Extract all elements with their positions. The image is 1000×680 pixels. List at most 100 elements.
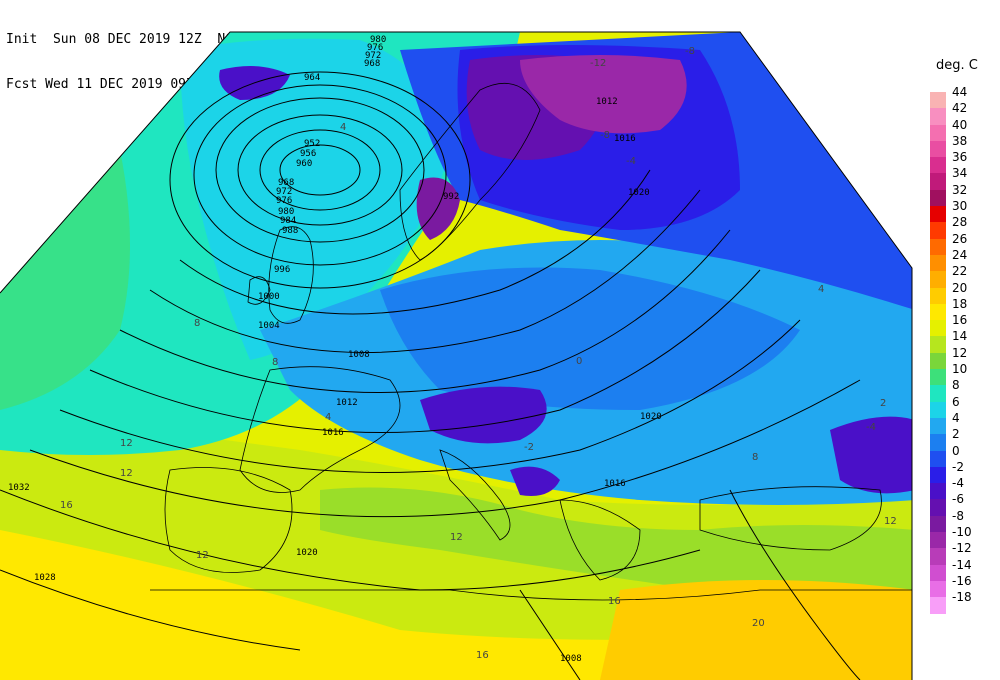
legend-entry: 20 [930,281,1000,304]
legend-swatch [930,401,946,418]
isobar-label: 1020 [640,412,662,422]
legend-entry: 14 [930,329,1000,353]
isobar-label: 1020 [296,548,318,558]
temp-label: 16 [608,596,621,607]
temp-label: 4 [340,122,346,133]
legend-swatch [930,434,946,451]
legend-swatch [930,417,946,435]
isobar-label: 968 [364,59,380,69]
legend-label: -16 [952,573,972,588]
temp-label: 4 [818,284,824,295]
temperature-field [0,32,912,680]
isobar-label: 992 [443,192,459,202]
legend-swatch [930,532,946,549]
legend-entry: 10 [930,362,1000,386]
legend-entry: 18 [930,297,1000,321]
legend-swatch [930,336,946,353]
temp-label: 12 [196,550,209,561]
legend-label: 42 [952,101,968,116]
isobar-label: 988 [282,226,298,236]
legend-entry: 22 [930,264,1000,288]
isobar-label: 1004 [258,321,280,331]
legend-entry: -8 [930,509,1000,533]
legend-swatch [930,352,946,370]
legend-swatch [930,238,946,255]
legend-entry: -12 [930,541,1000,565]
legend-entry: 28 [930,215,1000,239]
legend-label: 28 [952,215,968,230]
temp-label: 12 [120,468,133,479]
legend-entry: -2 [930,460,1000,484]
isobar-label: 984 [280,216,296,226]
temp-label: 12 [120,438,133,449]
isobar-label: 996 [274,265,290,275]
legend-swatch [930,564,946,581]
legend-swatch [930,450,946,467]
temp-label: 8 [752,452,758,463]
temp-label: 2 [880,398,886,409]
legend-swatch [930,189,946,207]
temp-label: 16 [60,500,73,511]
temp-label: 8 [194,318,200,329]
legend-label: -2 [952,459,964,474]
temp-label: -12 [590,58,606,69]
isobar-label: 980 [370,35,386,45]
legend-label: -10 [952,525,972,540]
legend-label: 32 [952,182,968,197]
legend-entry: -16 [930,574,1000,598]
temperature-labels: -8 -12 -8 -4 4 8 12 12 16 12 16 20 16 12… [60,46,897,661]
legend-label: 8 [952,378,960,393]
legend-label: 38 [952,133,968,148]
legend-label: -18 [952,590,972,605]
legend-entry: 2 [930,427,1000,451]
legend-label: 2 [952,427,960,442]
legend-entry: 4 [930,411,1000,435]
legend-swatch [930,173,946,190]
legend-entry: 26 [930,232,1000,255]
isobar-label: 972 [276,187,292,197]
legend-swatch [930,206,946,223]
temp-label: -8 [600,130,610,141]
legend-entry: -10 [930,525,1000,549]
legend-entry: 8 [930,378,1000,402]
temp-label: 0 [576,356,582,367]
temperature-pressure-map: 980 976 972 968 964 952 956 960 968 972 … [0,31,913,680]
isobar-label: 1012 [336,398,358,408]
legend-label: -4 [952,476,964,491]
legend-label: 18 [952,296,968,311]
legend-swatch [930,369,946,386]
isobar-label: 972 [365,51,381,61]
legend-entry: -4 [930,476,1000,500]
legend-entry: -18 [930,590,1000,614]
isobar-label: 1016 [604,479,626,489]
legend-swatch [930,385,946,402]
color-legend: 44 42 40 38 36 34 32 30 28 26 24 22 20 18 16 14 12 10 8 6 4 2… [930,85,1000,614]
isobar-label: 952 [304,139,320,149]
isobar-label: 1032 [8,483,30,493]
legend-entry: -6 [930,492,1000,516]
legend-swatch [930,140,946,158]
isobar-label: 956 [300,149,316,159]
isobar-label: 976 [367,43,383,53]
legend-title: deg. C [936,58,978,73]
coastlines [150,82,912,601]
legend-swatch [930,548,946,565]
legend-swatch [930,287,946,304]
legend-entry: 38 [930,134,1000,158]
legend-label: -14 [952,557,972,572]
temp-label: 16 [476,650,489,661]
legend-entry: 16 [930,313,1000,337]
temp-label: -4 [626,156,636,167]
legend-swatch [930,271,946,288]
temp-label: -8 [685,46,695,57]
legend-label: 16 [952,313,968,328]
isobar-label: 980 [278,207,294,217]
legend-entry: 34 [930,166,1000,190]
legend-swatch [930,499,946,516]
isobar-label: 1020 [628,188,650,198]
legend-label: 24 [952,247,968,262]
legend-entry: 42 [930,101,1000,125]
legend-swatch [930,515,946,533]
legend-label: 26 [952,231,968,246]
legend-swatch [930,303,946,321]
